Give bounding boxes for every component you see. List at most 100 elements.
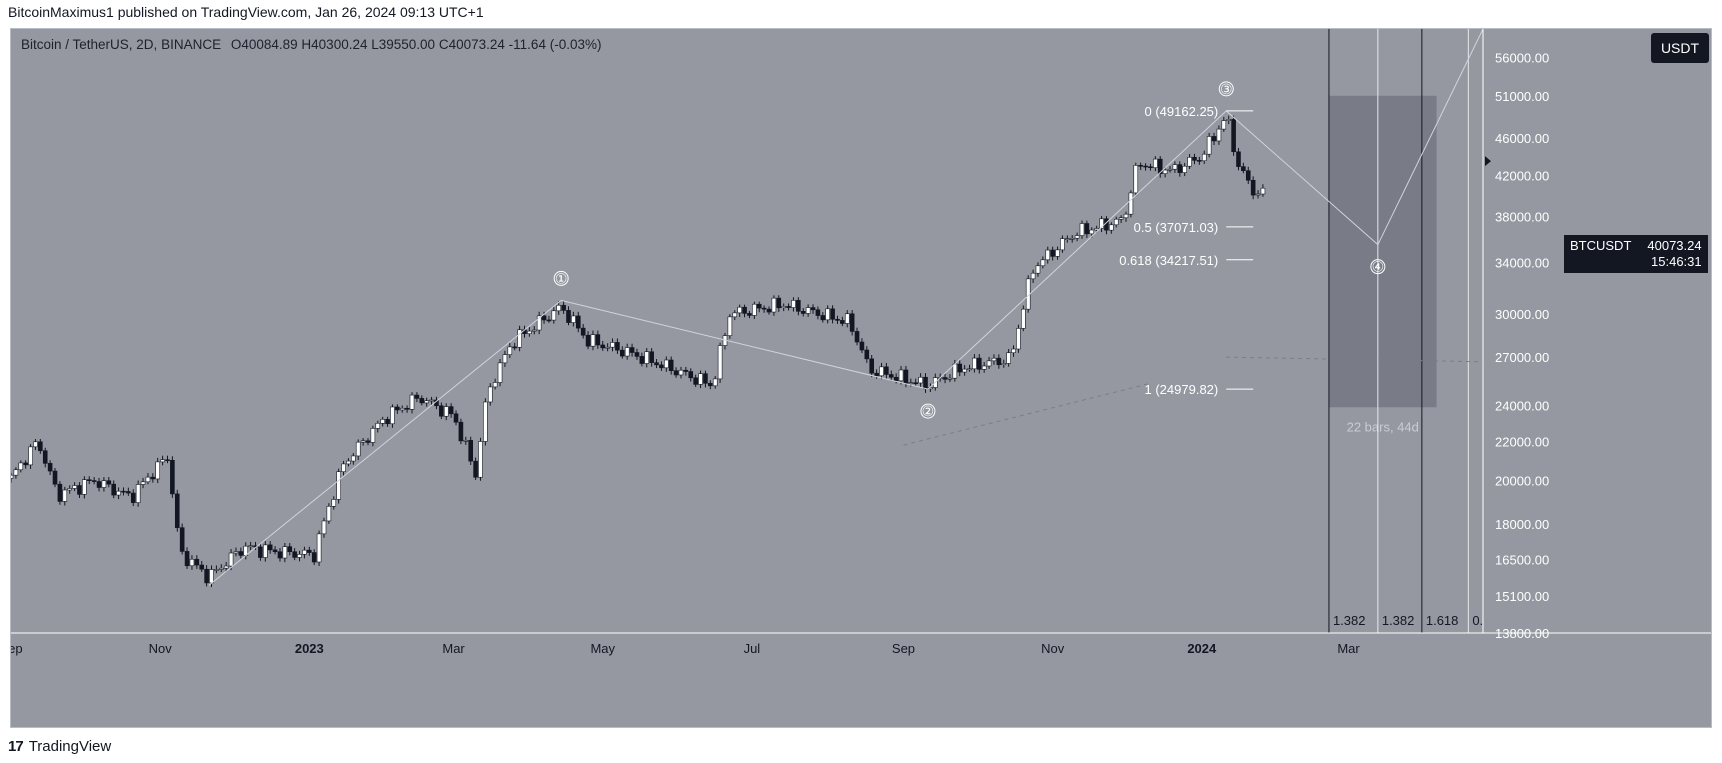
time-fib-label: 1.382 <box>1333 613 1366 628</box>
wave-line <box>1377 29 1484 245</box>
candle-body <box>844 313 850 324</box>
candle-body <box>957 363 963 373</box>
candle-body <box>649 351 654 363</box>
price-tag-countdown: 15:46:31 <box>1651 254 1702 269</box>
candle-body <box>747 313 752 316</box>
candle-body <box>1157 158 1163 174</box>
candle-body <box>130 492 136 503</box>
candle-body <box>478 441 483 478</box>
candle-body <box>531 329 537 332</box>
symbol-legend[interactable]: Bitcoin / TetherUS, 2D, BINANCE O40084.8… <box>21 37 601 52</box>
candle-body <box>1148 166 1153 168</box>
candle-body <box>595 334 601 346</box>
candle-body <box>580 327 586 336</box>
candle-body <box>160 459 165 463</box>
candle-body <box>756 303 762 309</box>
currency-button[interactable]: USDT <box>1651 33 1709 63</box>
candle-body <box>717 345 723 380</box>
candle-body <box>1021 308 1026 329</box>
candle-body <box>351 455 356 462</box>
candle-body <box>967 368 972 371</box>
candle-body <box>776 297 782 309</box>
candle-body <box>228 552 234 567</box>
candle-body <box>57 483 63 502</box>
candle-body <box>996 357 1002 366</box>
candle-body <box>67 488 72 491</box>
tradingview-brand: TradingView <box>28 738 112 755</box>
candle-body <box>673 370 679 376</box>
candle-body <box>815 309 821 316</box>
candle-body <box>1172 164 1178 170</box>
candle-body <box>135 484 141 503</box>
candle-body <box>712 378 718 387</box>
candle-body <box>1055 249 1060 257</box>
candle-body <box>1206 136 1212 155</box>
candle-body <box>11 474 14 479</box>
price-tag-value: 40073.24 <box>1647 238 1702 253</box>
fib-level-label: 0 (49162.25) <box>1145 104 1219 119</box>
candle-body <box>644 351 650 364</box>
candle-body <box>453 413 459 423</box>
candle-body <box>204 568 209 584</box>
candle-body <box>986 360 992 367</box>
candle-body <box>1040 259 1046 267</box>
candle-body <box>199 564 205 570</box>
wave-label-circle <box>553 270 569 286</box>
candle-body <box>600 344 606 349</box>
candle-body <box>1255 193 1261 196</box>
candle-body <box>1109 224 1114 231</box>
price-tick-label: 27000.00 <box>1495 350 1549 365</box>
candle-body <box>1045 249 1051 261</box>
candle-body <box>1133 165 1139 194</box>
wave-line <box>561 299 929 390</box>
candle-body <box>615 342 620 351</box>
chart-area[interactable]: 22 bars, 44d 1.382 1.382 1.618 0.6 ① ② ③ ④ 0 (491… <box>10 28 1712 728</box>
candle-body <box>355 441 361 457</box>
candle-body <box>1089 229 1095 235</box>
candle-body <box>781 306 786 309</box>
time-fib-label: 1.618 <box>1426 613 1459 628</box>
symbol-name: Bitcoin / TetherUS, 2D, BINANCE <box>21 37 222 52</box>
candle-body <box>1182 165 1187 173</box>
time-tick-label: Jul <box>744 641 761 656</box>
last-price-tag: BTCUSDT 40073.24 15:46:31 <box>1564 235 1708 273</box>
dashed-trendline <box>1226 356 1484 363</box>
candle-body <box>1035 265 1041 274</box>
candle-body <box>898 369 904 382</box>
candle-body <box>404 407 410 410</box>
fib-level-label: 1 (24979.82) <box>1145 382 1219 397</box>
price-tick-label: 15100.00 <box>1495 589 1549 604</box>
candle-body <box>497 362 503 383</box>
candle-body <box>492 382 498 388</box>
candle-body <box>409 394 415 410</box>
candle-body <box>47 463 53 472</box>
candle-body <box>390 406 395 425</box>
candle-body <box>91 480 97 482</box>
candle-body <box>619 349 625 357</box>
candle-body <box>233 551 239 554</box>
candle-body <box>575 315 581 329</box>
price-axis[interactable] <box>1483 29 1711 633</box>
time-tick-label: Nov <box>149 641 173 656</box>
candle-body <box>209 569 214 584</box>
candle-body <box>752 303 757 316</box>
wave-label-circle <box>1370 259 1386 275</box>
candle-body <box>1216 128 1222 142</box>
candle-body <box>761 307 767 310</box>
time-tick-label: Mar <box>442 641 465 656</box>
candle-body <box>805 307 811 314</box>
price-tick-label: 30000.00 <box>1495 307 1549 322</box>
candle-body <box>1011 348 1016 354</box>
candle-body <box>585 334 591 347</box>
tradingview-footer[interactable]: 17 TradingView <box>8 738 111 755</box>
candle-body <box>903 369 909 384</box>
candle-body <box>1201 153 1207 162</box>
candle-body <box>825 308 830 321</box>
candle-body <box>864 349 870 360</box>
wave-line <box>208 300 562 586</box>
candle-body <box>419 398 425 404</box>
candle-body <box>126 491 131 494</box>
candle-body <box>370 428 376 443</box>
candle-body <box>52 470 58 485</box>
